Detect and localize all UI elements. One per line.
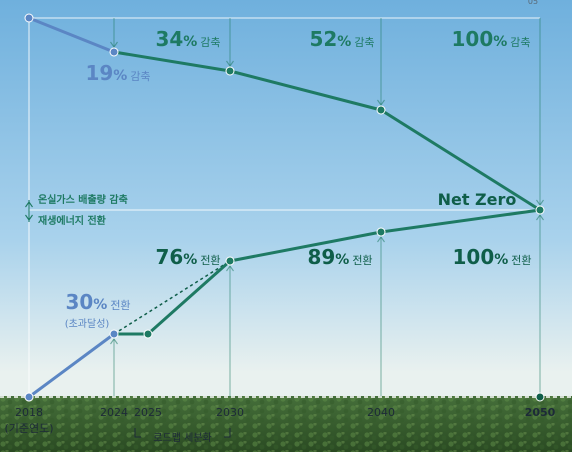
x-tick-label-2025: 2025: [134, 406, 162, 419]
bracket-right: [224, 428, 231, 438]
renewable-label-2024: 30% 전환: [65, 290, 130, 314]
renewable-label-note-2024: (초과달성): [65, 318, 110, 330]
bracket-left: [134, 428, 141, 438]
emission-label-2030: 34% 감축: [155, 27, 220, 51]
renewable-point-2024: [109, 329, 119, 339]
emission-point-2030: [225, 66, 235, 76]
emission-label-2040: 52% 감축: [309, 27, 374, 51]
emission-label-2050: 100% 감축: [451, 27, 530, 51]
renewable-line-segment-blue: [28, 332, 115, 399]
net-zero-label: Net Zero: [438, 190, 517, 209]
emission-guide-arrow-2030: [226, 60, 234, 67]
x-tick-label-2050: 2050: [525, 406, 556, 419]
emission-guide-arrow-2050: [536, 199, 544, 206]
renewable-label-2030: 76% 전환: [155, 245, 220, 269]
emission-point-2040: [376, 105, 386, 115]
emission-guide-arrow-2024: [110, 41, 118, 48]
renewable-point-2040: [376, 227, 386, 237]
axis-point-2018: [24, 392, 34, 402]
legend-arrow-up: [25, 201, 33, 208]
emission-point-2018: [24, 13, 34, 23]
emission-guide-arrow-2040: [377, 99, 385, 106]
legend-renewable-label: 재생에너지 전환: [38, 214, 107, 227]
bracket-label: 로드맵 세분화: [153, 432, 211, 444]
renewable-guide-arrow-2030: [226, 265, 234, 272]
x-tick-label-2018: 2018: [15, 406, 43, 419]
renewable-label-2050: 100% 전환: [452, 245, 531, 269]
emission-line-segment-blue: [28, 16, 115, 54]
x-tick-label-2040: 2040: [367, 406, 395, 419]
sky-background: [0, 0, 572, 400]
emission-point-2050: [535, 205, 545, 215]
x-tick-sublabel-2018: (기준연도): [4, 422, 53, 435]
renewable-label-2040: 89% 전환: [307, 245, 372, 269]
legend-emissions-label: 온실가스 배출량 감축: [38, 193, 128, 206]
renewable-point-2025: [143, 329, 153, 339]
emission-line-segment-green: [113, 50, 541, 212]
field-foliage: [0, 396, 572, 452]
renewable-guide-arrow-2024: [110, 338, 118, 345]
renewable-point-2030: [225, 256, 235, 266]
page-number: 05: [528, 0, 538, 6]
axis-point-2050: [535, 392, 545, 402]
emission-point-2024: [109, 47, 119, 57]
renewable-guide-arrow-2050: [536, 214, 544, 221]
renewable-plan-dashed-line: [113, 260, 231, 335]
x-axis: 2018 (기준연도) 2024 2025 2030 2040 2050 로드맵 세분화: [0, 392, 572, 444]
emission-label-2024: 19% 감축: [85, 61, 150, 85]
x-tick-label-2030: 2030: [216, 406, 244, 419]
renewable-guide-arrow-2040: [377, 236, 385, 243]
legend-arrow-down: [25, 214, 33, 221]
guide-lines: [28, 17, 544, 397]
x-tick-label-2024: 2024: [100, 406, 128, 419]
